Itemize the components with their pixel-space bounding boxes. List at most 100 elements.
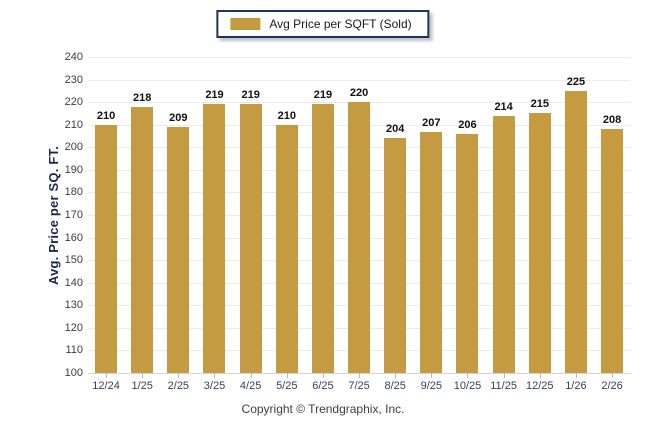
- x-tick-text: 1/26: [565, 380, 587, 392]
- x-tick-mark: [106, 373, 108, 378]
- x-tick-text: 5/25: [276, 380, 298, 392]
- x-tick-label: 10/25: [449, 373, 485, 392]
- bar: [95, 124, 118, 373]
- legend-label: Avg Price per SQFT (Sold): [269, 17, 412, 31]
- x-tick-mark: [503, 373, 505, 378]
- y-tick-label: 210: [64, 118, 83, 131]
- x-tick-text: 7/25: [348, 380, 370, 392]
- bar-value-label: 209: [169, 111, 188, 124]
- x-tick-label: 12/24: [88, 373, 124, 392]
- y-tick-label: 180: [64, 186, 83, 199]
- bar: [167, 126, 190, 373]
- x-tick-mark: [612, 373, 614, 378]
- bar: [275, 124, 298, 373]
- bars-layer: 210 218 209 219 219 210 219 220 204 207 206 214 215 2…: [88, 57, 630, 373]
- x-tick-label: 12/25: [522, 373, 558, 392]
- bar: [131, 106, 154, 373]
- x-tick-mark: [178, 373, 180, 378]
- bar-group: 218: [124, 57, 160, 373]
- y-tick-label: 240: [64, 51, 83, 63]
- bar-group: 220: [341, 57, 377, 373]
- bar-value-label: 210: [277, 109, 296, 122]
- bar: [456, 133, 479, 373]
- x-tick-label: 2/26: [594, 373, 630, 392]
- y-tick-label: 220: [64, 96, 83, 109]
- y-tick-label: 230: [64, 73, 83, 86]
- x-tick-label: 5/25: [269, 373, 305, 392]
- x-tick-text: 8/25: [384, 380, 406, 392]
- gridline: [88, 79, 631, 81]
- bar: [384, 138, 407, 373]
- bar-group: 208: [594, 57, 630, 373]
- x-tick-mark: [142, 373, 144, 378]
- bar-value-label: 204: [386, 123, 405, 136]
- bar-value-label: 208: [602, 114, 622, 127]
- y-tick-label: 170: [64, 209, 83, 221]
- x-tick-text: 2/26: [601, 380, 623, 392]
- x-tick-text: 3/25: [203, 380, 226, 392]
- bar-group: 204: [377, 57, 413, 373]
- y-tick-label: 200: [64, 141, 83, 154]
- x-tick-mark: [322, 373, 324, 378]
- bar: [203, 104, 226, 373]
- x-tick-text: 1/25: [131, 380, 153, 392]
- x-tick-label: 8/25: [377, 373, 413, 392]
- bar-group: 219: [233, 57, 269, 373]
- chart-legend: Avg Price per SQFT (Sold): [216, 10, 430, 38]
- y-tick-label: 160: [64, 231, 83, 244]
- x-tick-text: 4/25: [239, 380, 262, 392]
- bar: [239, 104, 262, 373]
- x-tick-mark: [431, 373, 433, 378]
- x-tick-label: 2/25: [160, 373, 196, 392]
- bar-group: 210: [88, 57, 124, 373]
- x-tick-text: 12/25: [525, 380, 554, 392]
- x-tick-mark: [214, 373, 216, 378]
- legend-swatch-icon: [230, 18, 261, 30]
- x-tick-label: 6/25: [305, 373, 341, 392]
- bar-value-label: 206: [458, 118, 477, 131]
- x-tick-mark: [286, 373, 288, 378]
- bar-value-label: 210: [96, 109, 116, 122]
- y-tick-label: 150: [64, 254, 83, 267]
- bar-group: 207: [413, 57, 449, 373]
- x-tick-label: 3/25: [196, 373, 232, 392]
- x-tick-label: 4/25: [233, 373, 269, 392]
- bar-group: 215: [522, 57, 558, 373]
- bar-value-label: 219: [313, 89, 333, 102]
- y-tick-label: 140: [64, 276, 83, 289]
- x-tick-text: 2/25: [167, 380, 190, 392]
- bar-group: 210: [269, 57, 305, 373]
- bar: [492, 115, 515, 373]
- bar-group: 225: [558, 57, 594, 373]
- bar: [348, 102, 371, 373]
- bar-value-label: 225: [566, 75, 586, 88]
- x-tick-mark: [359, 373, 361, 378]
- x-tick-mark: [395, 373, 397, 378]
- x-tick-mark: [250, 373, 252, 378]
- bar: [601, 129, 624, 373]
- x-tick-label: 9/25: [413, 373, 449, 392]
- x-tick-text: 11/25: [490, 380, 517, 392]
- bar-value-label: 215: [530, 98, 549, 111]
- bar: [528, 113, 551, 373]
- bar-value-label: 207: [422, 116, 441, 129]
- y-tick-label: 130: [64, 299, 83, 312]
- bar-value-label: 220: [349, 87, 369, 100]
- y-tick-label: 190: [64, 163, 83, 176]
- bar-value-label: 218: [133, 91, 152, 104]
- y-tick-label: 110: [65, 344, 83, 357]
- x-tick-mark: [467, 373, 469, 378]
- x-tick-text: 10/25: [453, 380, 482, 392]
- y-tick-label: 100: [64, 367, 83, 379]
- x-tick-text: 9/25: [420, 380, 443, 392]
- bar: [564, 90, 587, 373]
- x-tick-label: 7/25: [341, 373, 377, 392]
- x-tick-mark: [539, 373, 541, 378]
- bar-value-label: 219: [205, 89, 224, 102]
- x-tick-text: 6/25: [312, 380, 334, 392]
- bar-group: 206: [449, 57, 485, 373]
- bar-value-label: 214: [494, 100, 513, 113]
- x-tick-mark: [575, 373, 577, 378]
- bar: [311, 104, 334, 373]
